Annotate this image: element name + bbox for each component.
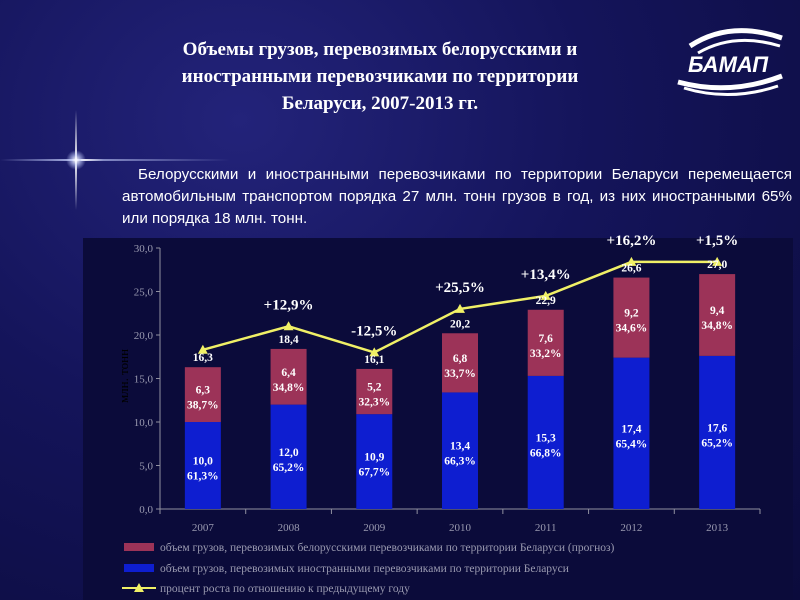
x-tick-label: 2012 [620, 522, 642, 534]
growth-percent-label: -12,5% [351, 323, 397, 339]
data-label-total: 16,3 [193, 352, 213, 364]
data-label-foreign-share: 66,3% [444, 456, 476, 468]
data-label-foreign-value: 17,6 [707, 422, 727, 434]
growth-point [197, 344, 208, 354]
bar-foreign [442, 392, 478, 509]
legend-foreign-swatch [124, 564, 154, 572]
x-tick-label: 2007 [192, 522, 215, 534]
growth-percent-label: +1,5% [696, 233, 738, 249]
slide-title: Объемы грузов, перевозимых белорусскими … [100, 36, 660, 117]
growth-point [455, 303, 465, 313]
y-tick-label: 30,0 [134, 243, 154, 255]
legend-foreign-label: объем грузов, перевозимых иностранными п… [160, 563, 569, 575]
data-label-belarusian-share: 34,8% [701, 320, 733, 332]
data-label-belarusian-value: 9,4 [710, 305, 725, 317]
legend-growth-label: процент роста по отношению к предыдущему… [160, 583, 410, 595]
data-label-foreign-value: 13,4 [450, 441, 470, 453]
data-label-total: 16,1 [364, 354, 384, 366]
bar-foreign [613, 357, 650, 509]
growth-percent-label: +16,2% [607, 233, 657, 249]
bamap-logo: БАМАП [677, 28, 783, 96]
data-label-foreign-value: 12,0 [279, 447, 299, 459]
y-tick-label: 0,0 [139, 504, 153, 516]
summary-paragraph: Белорусскими и иностранными перевозчикам… [122, 166, 792, 227]
data-label-belarusian-share: 32,3% [358, 397, 390, 409]
legend-belarusian-label: объем грузов, перевозимых белорусскими п… [160, 542, 615, 554]
bar-foreign [699, 355, 736, 509]
growth-point [369, 347, 380, 357]
data-label-belarusian-share: 33,7% [444, 368, 476, 380]
legend-belarusian-swatch [124, 543, 154, 551]
y-tick-label: 10,0 [134, 417, 154, 429]
growth-point [712, 256, 723, 266]
data-label-foreign-value: 10,0 [193, 456, 213, 468]
bar-belarusian [184, 367, 221, 422]
growth-point [626, 256, 637, 266]
title-line-1: Объемы грузов, перевозимых белорусскими … [182, 39, 578, 60]
data-label-foreign-share: 61,3% [187, 471, 219, 483]
bar-belarusian [442, 333, 478, 393]
x-tick-label: 2009 [363, 522, 386, 534]
bar-belarusian [613, 277, 650, 358]
title-line-3: Беларуси, 2007-2013 гг. [281, 93, 479, 114]
data-label-foreign-share: 67,7% [358, 467, 390, 479]
data-label-belarusian-value: 6,4 [281, 367, 296, 379]
x-tick-label: 2008 [278, 522, 301, 534]
bar-foreign [527, 375, 564, 509]
data-label-belarusian-share: 34,6% [616, 323, 648, 335]
bar-belarusian [527, 309, 564, 376]
data-label-belarusian-value: 9,2 [624, 308, 639, 320]
data-label-foreign-value: 10,9 [364, 452, 384, 464]
bar-foreign [184, 422, 221, 509]
growth-percent-label: +25,5% [435, 280, 485, 296]
bar-belarusian [356, 368, 393, 415]
data-label-belarusian-share: 33,2% [530, 348, 562, 360]
y-tick-label: 25,0 [134, 287, 154, 299]
data-label-total: 18,4 [279, 334, 299, 346]
y-tick-label: 15,0 [134, 374, 154, 386]
data-label-belarusian-share: 34,8% [273, 382, 305, 394]
growth-percent-label: +12,9% [264, 297, 314, 313]
light-flare-horizontal [0, 159, 230, 161]
bar-foreign [356, 414, 393, 509]
y-tick-label: 20,0 [134, 330, 154, 342]
data-label-total: 27,0 [707, 259, 727, 271]
growth-point [283, 321, 294, 331]
data-label-foreign-value: 17,4 [621, 423, 641, 435]
data-label-belarusian-value: 5,2 [367, 382, 382, 394]
bar-belarusian [699, 274, 736, 356]
x-tick-label: 2013 [706, 522, 729, 534]
legend-growth-marker [134, 583, 144, 592]
growth-percent-label: +13,4% [521, 267, 571, 283]
x-tick-label: 2010 [449, 522, 472, 534]
data-label-belarusian-value: 7,6 [539, 333, 554, 345]
data-label-foreign-value: 15,3 [536, 432, 556, 444]
data-label-total: 26,6 [621, 263, 641, 275]
data-label-total: 22,9 [536, 295, 556, 307]
data-label-foreign-share: 66,8% [530, 447, 562, 459]
data-label-total: 20,2 [450, 318, 470, 330]
growth-point [540, 290, 551, 300]
bar-belarusian [270, 348, 307, 405]
data-label-foreign-share: 65,2% [701, 437, 733, 449]
title-line-2: иностранными перевозчиками по территории [181, 66, 579, 87]
data-label-belarusian-value: 6,3 [196, 385, 211, 397]
bar-foreign [270, 404, 307, 509]
logo-text: БАМАП [688, 52, 769, 77]
data-label-foreign-share: 65,2% [273, 462, 305, 474]
light-flare-center [66, 150, 86, 170]
y-axis-label: млн. тонн [116, 349, 131, 403]
y-tick-label: 5,0 [139, 461, 153, 473]
data-label-belarusian-share: 38,7% [187, 400, 219, 412]
x-tick-label: 2011 [535, 522, 557, 534]
data-label-belarusian-value: 6,8 [453, 353, 468, 365]
data-label-foreign-share: 65,4% [616, 438, 648, 450]
